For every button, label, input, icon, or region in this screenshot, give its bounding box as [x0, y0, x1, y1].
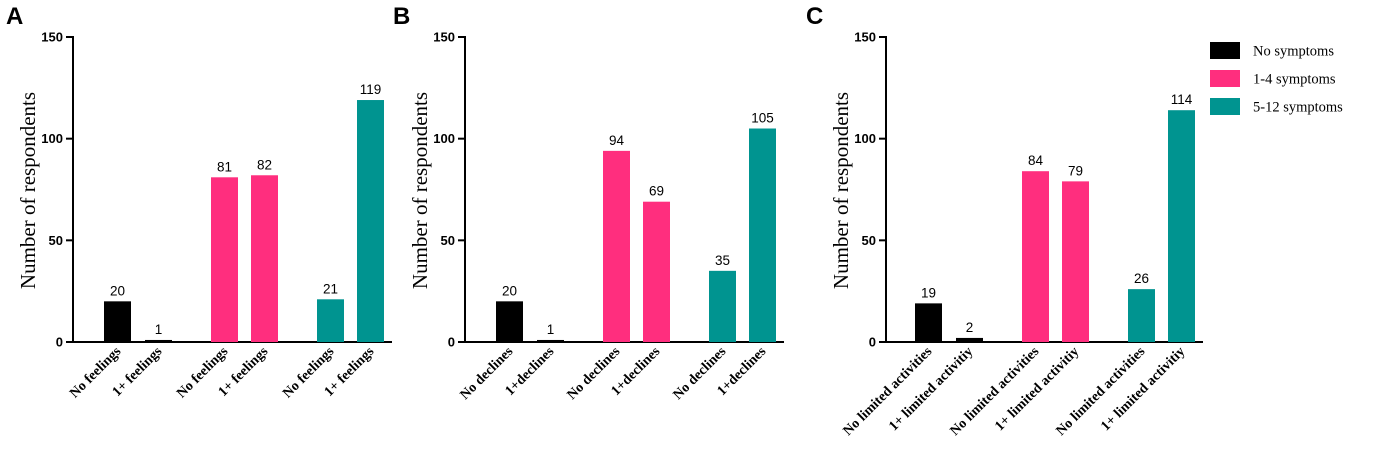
bar-value-label: 20: [110, 283, 125, 298]
bar-value-label: 1: [155, 322, 163, 337]
panel-letter: A: [6, 3, 23, 30]
bar: [537, 339, 564, 342]
y-tick-label: 150: [41, 30, 63, 45]
bar-value-label: 20: [502, 283, 517, 298]
bar-value-label: 81: [217, 159, 232, 174]
bar: [1128, 289, 1155, 342]
panel-letter: B: [393, 3, 410, 30]
bar-value-label: 35: [715, 253, 730, 268]
bar: [251, 175, 278, 342]
y-tick-label: 50: [862, 233, 876, 248]
bar-value-label: 119: [360, 82, 382, 97]
y-tick-label: 150: [433, 30, 455, 45]
bar-value-label: 26: [1134, 271, 1149, 286]
bar: [1022, 171, 1049, 342]
legend-item: No symptoms: [1210, 42, 1334, 60]
bar: [915, 303, 942, 342]
bar-value-label: 84: [1028, 153, 1044, 168]
bar: [496, 301, 523, 342]
legend-label: 5-12 symptoms: [1253, 100, 1343, 116]
y-axis-title: Number of respondents: [16, 92, 40, 289]
bar: [956, 337, 983, 342]
bar: [603, 150, 630, 342]
legend-swatch: [1210, 70, 1240, 87]
legend-item: 5-12 symptoms: [1210, 98, 1343, 116]
bar: [643, 201, 670, 342]
legend: No symptoms 1-4 symptoms 5-12 symptoms: [1210, 42, 1343, 116]
legend-label: No symptoms: [1253, 44, 1334, 60]
bar-value-label: 21: [323, 281, 338, 296]
y-tick-label: 100: [433, 131, 455, 146]
y-tick-label: 0: [448, 335, 455, 350]
bar: [749, 128, 776, 342]
bar: [104, 301, 131, 342]
bar-value-label: 79: [1068, 163, 1083, 178]
bar: [1062, 181, 1089, 342]
y-tick-label: 150: [854, 30, 876, 45]
y-tick-label: 50: [441, 233, 455, 248]
bar-value-label: 114: [1171, 92, 1193, 107]
legend-item: 1-4 symptoms: [1210, 70, 1336, 88]
y-tick-label: 0: [56, 335, 63, 350]
bar-value-label: 1: [547, 322, 555, 337]
legend-label: 1-4 symptoms: [1253, 72, 1336, 88]
panel-letter: C: [806, 3, 823, 30]
bar: [709, 270, 736, 342]
bar-value-label: 94: [609, 133, 625, 148]
y-tick-label: 0: [869, 335, 876, 350]
bar: [211, 177, 238, 342]
y-axis-title: Number of respondents: [408, 92, 432, 289]
y-axis-title: Number of respondents: [829, 92, 853, 289]
legend-swatch: [1210, 98, 1240, 115]
bar: [357, 100, 384, 343]
bar-value-label: 19: [921, 285, 936, 300]
y-tick-label: 100: [854, 131, 876, 146]
bar-value-label: 105: [751, 111, 774, 126]
bar-value-label: 2: [966, 320, 974, 335]
bar-value-label: 82: [257, 157, 272, 172]
y-tick-label: 50: [49, 233, 63, 248]
bar: [145, 339, 172, 342]
bar-value-label: 69: [649, 184, 664, 199]
bar: [317, 299, 344, 342]
bar: [1168, 110, 1195, 342]
legend-swatch: [1210, 42, 1240, 59]
y-tick-label: 100: [41, 131, 63, 146]
